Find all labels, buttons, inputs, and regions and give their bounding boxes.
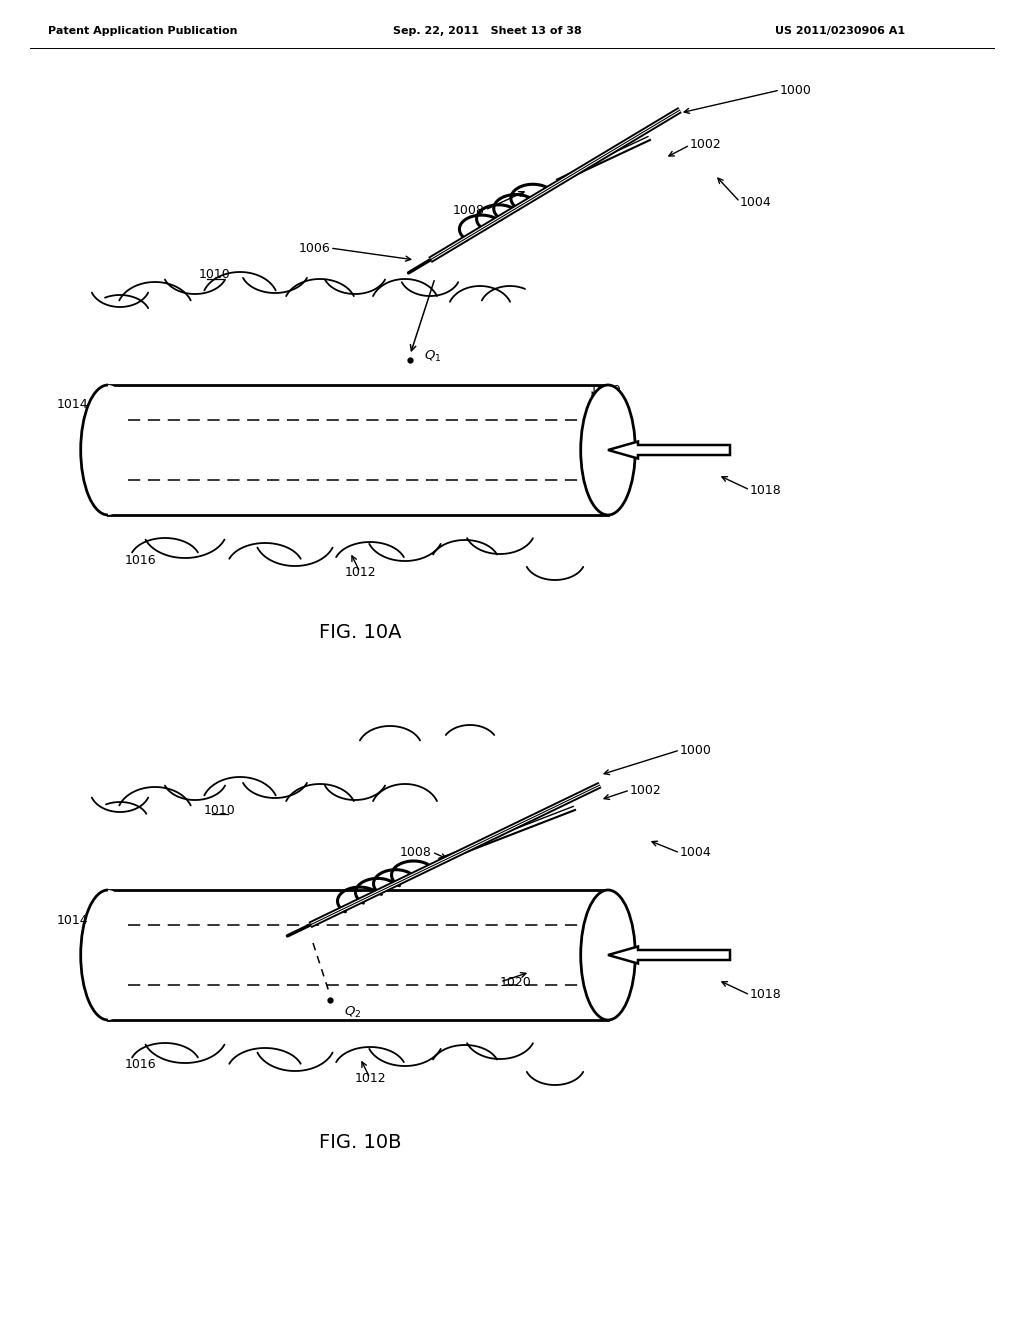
- Text: 1018: 1018: [750, 989, 781, 1002]
- Bar: [108, 385, 608, 515]
- Text: 1000: 1000: [780, 83, 812, 96]
- Text: 1018: 1018: [750, 483, 781, 496]
- Text: 1008: 1008: [400, 846, 432, 858]
- Text: US 2011/0230906 A1: US 2011/0230906 A1: [775, 26, 905, 36]
- Ellipse shape: [581, 890, 635, 1020]
- Text: 1016: 1016: [124, 553, 156, 566]
- Text: $Q_1$: $Q_1$: [424, 348, 441, 363]
- Text: 1012: 1012: [344, 565, 376, 578]
- Text: FIG. 10B: FIG. 10B: [318, 1133, 401, 1151]
- Text: 1010: 1010: [204, 804, 236, 817]
- Text: 1006: 1006: [298, 242, 330, 255]
- Text: 1020: 1020: [590, 384, 622, 396]
- Text: $Q_2$: $Q_2$: [344, 1005, 361, 1020]
- Text: Sep. 22, 2011   Sheet 13 of 38: Sep. 22, 2011 Sheet 13 of 38: [392, 26, 582, 36]
- Polygon shape: [608, 441, 730, 458]
- Text: 1012: 1012: [354, 1072, 386, 1085]
- Text: 1010: 1010: [199, 268, 230, 281]
- Text: 1014: 1014: [56, 399, 88, 412]
- Bar: [108, 890, 608, 1020]
- Text: 1008: 1008: [454, 203, 485, 216]
- Ellipse shape: [81, 385, 135, 515]
- Text: 1002: 1002: [630, 784, 662, 796]
- Text: 1004: 1004: [680, 846, 712, 859]
- Text: 1004: 1004: [740, 195, 772, 209]
- Text: 1020: 1020: [500, 975, 531, 989]
- Text: 1002: 1002: [690, 139, 722, 152]
- Text: 1014: 1014: [56, 913, 88, 927]
- Text: 1000: 1000: [680, 743, 712, 756]
- Text: 1016: 1016: [124, 1059, 156, 1072]
- Text: FIG. 10A: FIG. 10A: [318, 623, 401, 642]
- Ellipse shape: [581, 385, 635, 515]
- Ellipse shape: [81, 890, 135, 1020]
- Text: Patent Application Publication: Patent Application Publication: [48, 26, 238, 36]
- Polygon shape: [608, 946, 730, 964]
